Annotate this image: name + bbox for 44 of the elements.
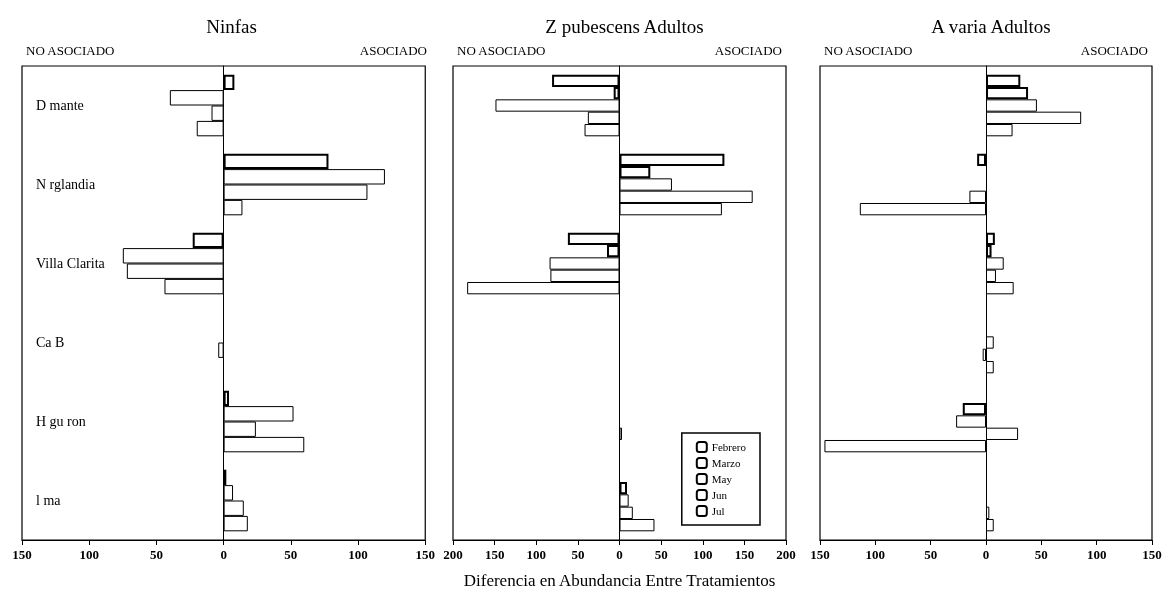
x-tick-label: 100 xyxy=(1086,547,1107,562)
y-tick-label: Villa Clarita xyxy=(36,256,106,271)
x-tick-label: 150 xyxy=(734,547,755,562)
legend-label: Jul xyxy=(711,505,725,517)
x-tick-label: 50 xyxy=(654,547,668,562)
x-tick-label: 150 xyxy=(415,547,435,562)
x-tick-label: 150 xyxy=(810,547,830,562)
text: ASOCIADO xyxy=(714,43,782,58)
x-tick-label: 100 xyxy=(348,547,368,562)
x-tick-label: 50 xyxy=(571,547,585,562)
x-tick-label: 100 xyxy=(865,547,886,562)
x-tick-label: 50 xyxy=(924,547,938,562)
x-tick-label: 50 xyxy=(284,547,298,562)
x-tick-label: 50 xyxy=(1034,547,1048,562)
text: ASOCIADO xyxy=(1080,43,1148,58)
y-tick-label: H gu ron xyxy=(36,414,86,429)
x-tick-label: 150 xyxy=(12,547,32,562)
legend-label: Jun xyxy=(711,489,728,501)
chart-title: Ninfas xyxy=(206,16,257,37)
x-tick-label: 100 xyxy=(526,547,546,562)
x-tick-label: 150 xyxy=(484,547,505,562)
y-tick-label: l ma xyxy=(36,493,62,508)
chart-title: Z pubescens Adultos xyxy=(545,16,704,37)
y-tick-label: D mante xyxy=(36,98,84,113)
x-tick-label: 150 xyxy=(1142,547,1162,562)
x-tick-label: 0 xyxy=(982,547,990,562)
text: NO ASOCIADO xyxy=(824,43,913,58)
x-axis-title: Diferencia en Abundancia Entre Tratamientos xyxy=(463,571,776,590)
y-tick-label: N rglandia xyxy=(36,177,97,192)
legend-label: May xyxy=(711,473,733,485)
x-tick-label: 0 xyxy=(616,547,623,562)
chart-title: A varia Adultos xyxy=(931,16,1051,37)
y-tick-label: Ca B xyxy=(36,335,65,350)
x-tick-label: 100 xyxy=(693,547,713,562)
legend-label: Marzo xyxy=(711,457,741,469)
x-tick-label: 200 xyxy=(776,547,796,562)
x-tick-label: 200 xyxy=(443,547,463,562)
x-tick-label: 100 xyxy=(79,547,99,562)
x-tick-label: 50 xyxy=(149,547,163,562)
text: NO ASOCIADO xyxy=(26,43,115,58)
legend-label: Febrero xyxy=(711,441,747,453)
x-tick-label: 0 xyxy=(220,547,227,562)
text: NO ASOCIADO xyxy=(457,43,546,58)
text: ASOCIADO xyxy=(359,43,427,58)
